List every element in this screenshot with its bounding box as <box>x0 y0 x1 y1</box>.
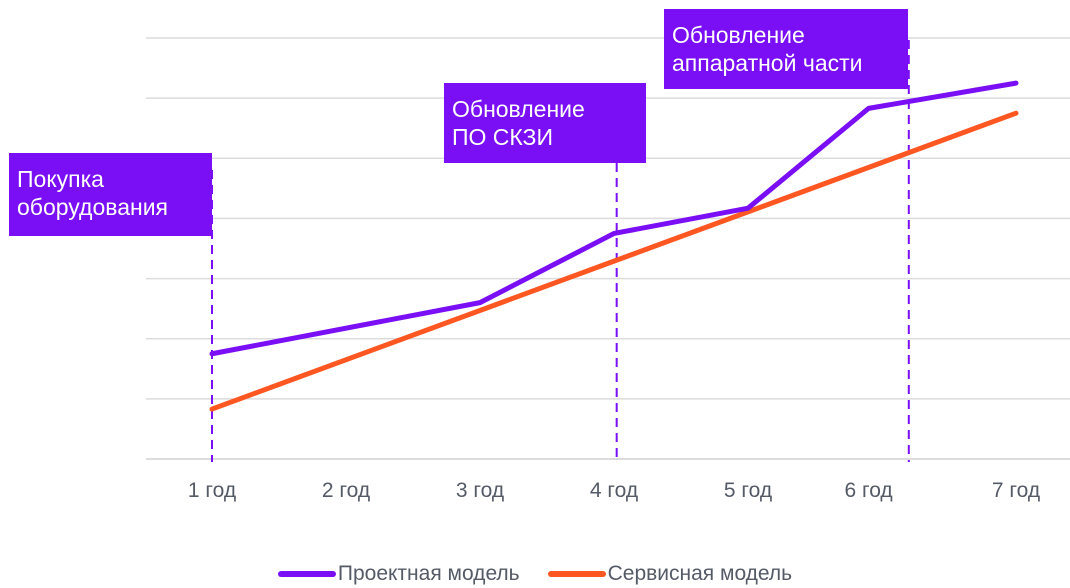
series-line-service <box>209 110 1019 412</box>
legend-swatch-service <box>547 571 606 577</box>
x-tick-label: 2 год <box>322 479 370 502</box>
series-lines <box>209 80 1019 412</box>
annotation-hardware-update: Обновление аппаратной части <box>664 9 908 89</box>
legend: Проектная модель Сервисная модель <box>0 562 1070 586</box>
series-line-project <box>209 80 1019 357</box>
annotation-purchase: Покупка оборудования <box>9 153 212 236</box>
x-axis-ticks: 1 год 2 год 3 год 4 год 5 год 6 год 7 год <box>188 479 1040 502</box>
legend-item-service: Сервисная модель <box>547 562 793 586</box>
x-tick-label: 7 год <box>992 479 1040 502</box>
x-tick-label: 1 год <box>188 479 236 502</box>
x-tick-label: 4 год <box>590 479 638 502</box>
legend-swatch-project <box>277 571 336 577</box>
legend-label-project: Проектная модель <box>337 562 520 585</box>
x-tick-label: 5 год <box>724 479 772 502</box>
annotation-software-update: Обновление ПО СКЗИ <box>444 83 646 163</box>
x-tick-label: 3 год <box>456 479 504 502</box>
legend-label-service: Сервисная модель <box>607 562 793 585</box>
x-tick-label: 6 год <box>845 479 893 502</box>
legend-item-project: Проектная модель <box>277 562 520 586</box>
